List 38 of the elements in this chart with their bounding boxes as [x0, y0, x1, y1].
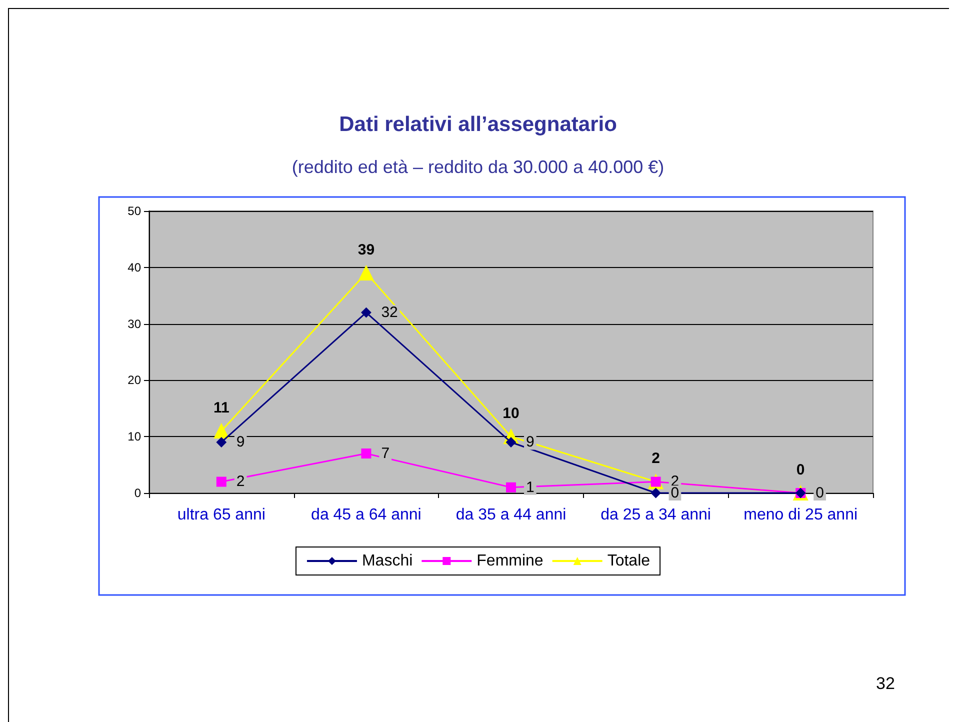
data-label: 2 — [652, 450, 660, 468]
x-tick-label: meno di 25 anni — [744, 506, 858, 524]
point — [650, 488, 661, 498]
data-label: 9 — [236, 434, 245, 451]
y-tick-label: 20 — [128, 373, 142, 388]
point — [358, 266, 374, 281]
legend-label: Maschi — [362, 552, 413, 570]
data-label: 1 — [526, 478, 534, 496]
point — [214, 423, 229, 438]
x-tick-label: da 35 a 44 anni — [456, 506, 566, 524]
y-tick-label: 0 — [134, 486, 142, 500]
data-label: 2 — [236, 473, 245, 490]
x-tick-label: ultra 65 anni — [177, 506, 266, 524]
point — [506, 437, 516, 448]
data-label: 0 — [816, 484, 824, 502]
text: 32 — [876, 674, 895, 693]
point — [506, 482, 516, 492]
y-tick-label: 40 — [128, 260, 142, 274]
point — [216, 476, 226, 487]
data-label: 9 — [526, 434, 534, 451]
chart-title: Dati relativi all’assegnatario — [339, 113, 617, 136]
data-label: 11 — [213, 399, 230, 416]
y-tick-label: 10 — [128, 430, 142, 444]
chart-subtitle: (reddito ed età – reddito da 30.000 a 40.000 €) — [292, 157, 664, 177]
data-label: 39 — [358, 242, 375, 259]
data-label: 0 — [796, 462, 805, 478]
y-tick-label: 30 — [128, 316, 142, 331]
legend-label: Femmine — [476, 552, 544, 570]
data-label: 10 — [502, 405, 520, 422]
y-tick-label: 50 — [128, 204, 142, 218]
data-label: 32 — [381, 304, 398, 322]
legend-label: Totale — [607, 552, 650, 570]
point — [216, 437, 226, 448]
x-tick-label: da 25 a 34 anni — [600, 506, 711, 524]
x-tick-label: da 45 a 64 anni — [311, 506, 422, 524]
point — [361, 308, 372, 318]
data-label: 7 — [381, 445, 390, 462]
point — [361, 448, 372, 459]
